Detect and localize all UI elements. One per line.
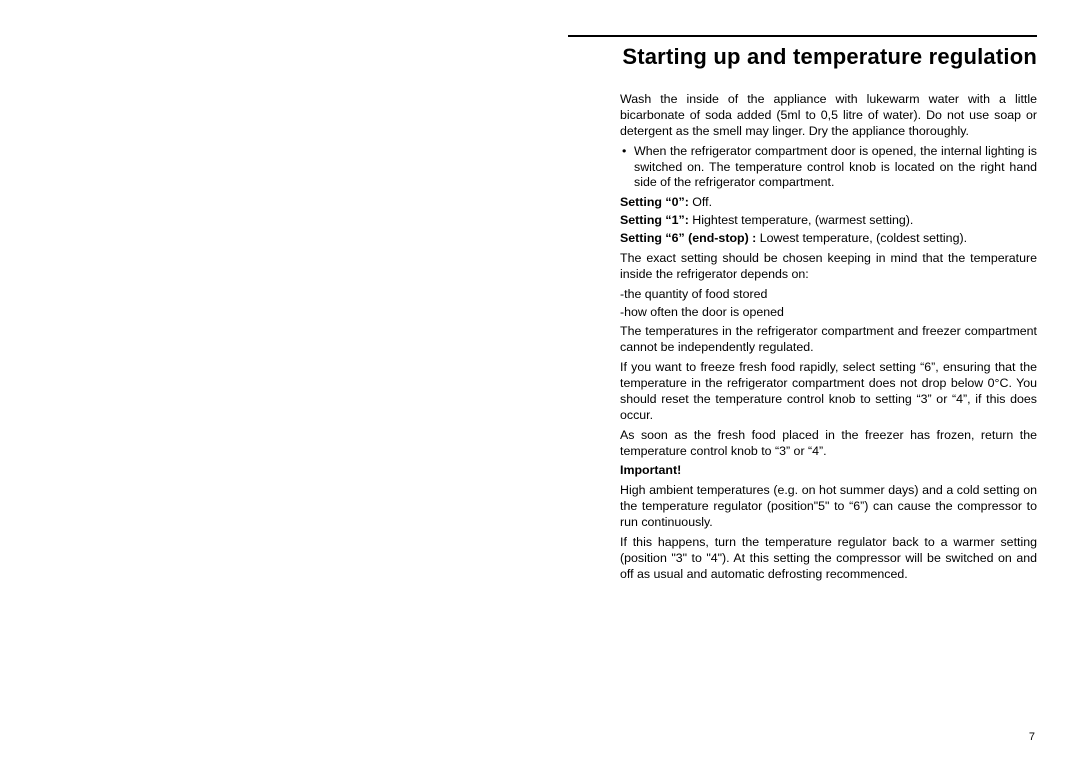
section-heading: Starting up and temperature regulation (568, 44, 1037, 70)
setting-1-line: Setting “1”: Hightest temperature, (warm… (620, 213, 1037, 229)
setting-6-text: Lowest temperature, (coldest setting). (756, 231, 967, 245)
return-paragraph: As soon as the fresh food placed in the … (620, 428, 1037, 460)
dependency-door: -how often the door is opened (620, 305, 1037, 321)
important-label: Important! (620, 463, 1037, 479)
temps-paragraph: The temperatures in the refrigerator com… (620, 324, 1037, 356)
freeze-paragraph: If you want to freeze fresh food rapidly… (620, 360, 1037, 424)
setting-1-text: Hightest temperature, (warmest setting). (689, 213, 914, 227)
manual-page: Starting up and temperature regulation W… (0, 0, 1080, 763)
body-column: Wash the inside of the appliance with lu… (620, 92, 1037, 587)
high-ambient-paragraph: High ambient temperatures (e.g. on hot s… (620, 483, 1037, 531)
horizontal-rule (568, 35, 1037, 37)
setting-0-label: Setting “0”: (620, 195, 689, 209)
setting-0-text: Off. (689, 195, 712, 209)
setting-6-label: Setting “6” (end-stop) : (620, 231, 756, 245)
exact-setting-paragraph: The exact setting should be chosen keepi… (620, 251, 1037, 283)
setting-0-line: Setting “0”: Off. (620, 195, 1037, 211)
dependency-qty: -the quantity of food stored (620, 287, 1037, 303)
setting-6-line: Setting “6” (end-stop) : Lowest temperat… (620, 231, 1037, 247)
bullet-list: When the refrigerator compartment door i… (620, 144, 1037, 192)
setting-1-label: Setting “1”: (620, 213, 689, 227)
page-number: 7 (1029, 731, 1035, 743)
if-happens-paragraph: If this happens, turn the temperature re… (620, 535, 1037, 583)
intro-paragraph: Wash the inside of the appliance with lu… (620, 92, 1037, 140)
bullet-item: When the refrigerator compartment door i… (634, 144, 1037, 192)
